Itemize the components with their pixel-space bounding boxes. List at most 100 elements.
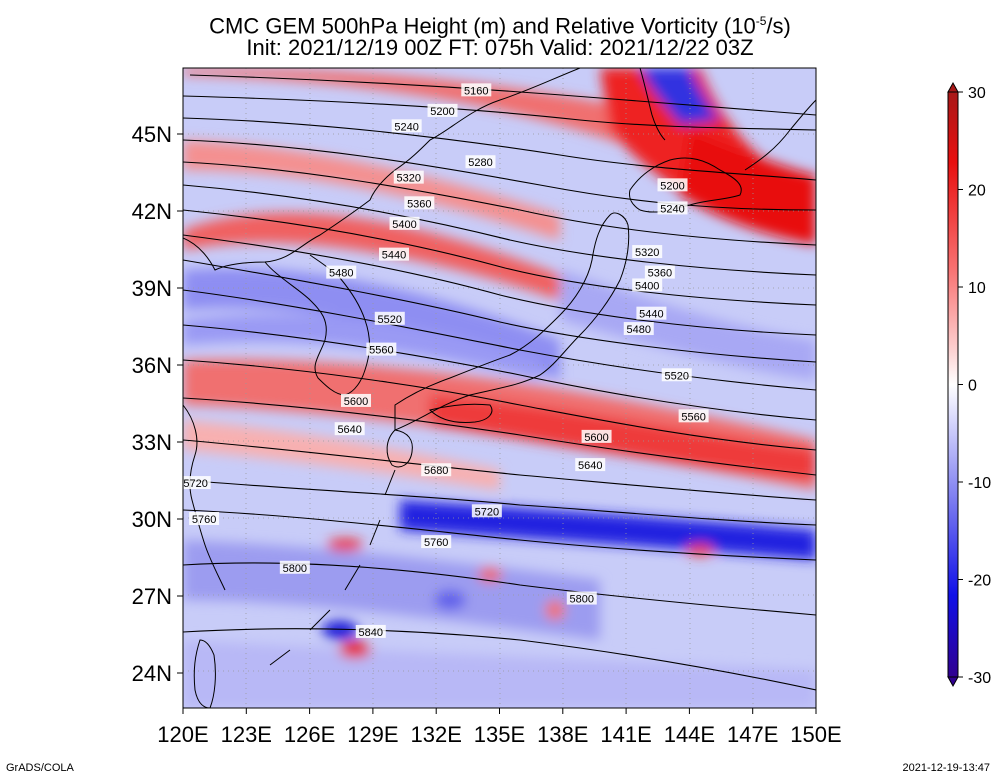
contour-label-bg <box>189 512 220 525</box>
contour-label: 5520 <box>374 311 405 326</box>
colorbar-ticks: 30 20 10 0 -10 -20 -30 <box>958 85 991 687</box>
contour-label-text: 5560 <box>681 411 705 423</box>
contour-label-bg <box>632 245 663 259</box>
contour-label-bg <box>575 458 606 472</box>
vorticity-band-positive <box>183 212 560 300</box>
contour-label-bg <box>279 560 310 574</box>
contour-label-text: 5240 <box>660 203 684 215</box>
colorbar-top-arrow <box>947 81 959 93</box>
lon-tick-label: 147E <box>727 722 778 747</box>
vorticity-band-negative <box>400 500 816 560</box>
contour-label: 5200 <box>427 103 458 118</box>
lon-tick-label: 126E <box>284 722 335 747</box>
footer-right: 2021-12-19-13:47 <box>902 762 990 774</box>
height-contour <box>189 74 816 116</box>
vorticity-band-negative <box>560 270 816 380</box>
contour-label-bg <box>427 103 458 117</box>
coastline-kurils <box>744 99 816 171</box>
footer-left: GrADS/COLA <box>6 762 74 774</box>
contour-label-bg <box>180 476 211 490</box>
contour-label-text: 5360 <box>407 198 431 210</box>
contour-label: 5440 <box>636 306 667 321</box>
colorbar-tick-label: 20 <box>968 183 986 200</box>
height-contour <box>183 117 816 181</box>
height-contour <box>183 289 816 391</box>
contour-label-text: 5840 <box>359 627 383 639</box>
colorbar-tick-label: -30 <box>968 670 991 687</box>
contour-label-bg <box>391 119 422 133</box>
contour-label-text: 5680 <box>424 465 448 477</box>
contour-label: 5240 <box>657 201 688 215</box>
contour-label: 5320 <box>393 170 424 185</box>
contour-label-text: 5400 <box>635 280 659 292</box>
vorticity-band-positive <box>680 130 816 245</box>
contour-label-text: 5720 <box>475 506 499 518</box>
contour-label-bg <box>421 463 452 477</box>
lat-tick-label: 42N <box>132 199 172 224</box>
contour-label: 5160 <box>461 83 492 97</box>
contour-label-text: 5600 <box>584 432 608 444</box>
height-contour <box>183 209 816 306</box>
contour-label: 5760 <box>189 512 220 526</box>
coastline-taiwan <box>193 639 216 708</box>
latitude-axis: 45N 42N 39N 36N 33N 30N 27N 24N <box>132 122 183 686</box>
contour-label-text: 5440 <box>382 250 406 262</box>
contour-label-text: 5520 <box>664 370 688 382</box>
lon-tick-label: 120E <box>157 722 208 747</box>
contour-label-bg <box>632 278 663 292</box>
contour-label-text: 5320 <box>397 173 421 185</box>
contour-label-text: 5480 <box>329 268 353 280</box>
contour-label-bg <box>461 83 492 97</box>
contour-label-bg <box>374 311 405 325</box>
contour-label: 5760 <box>421 535 452 549</box>
contour-label-text: 5520 <box>378 314 402 326</box>
height-contour <box>183 161 816 246</box>
coastline-hokkaido <box>629 157 742 213</box>
contour-label-bg <box>471 504 502 518</box>
contour-label-bg <box>341 393 372 407</box>
vorticity-cell-negative <box>322 620 358 640</box>
contour-label-text: 5200 <box>430 106 454 118</box>
contour-label-text: 5240 <box>394 121 418 133</box>
contour-label-text: 5200 <box>660 180 684 192</box>
contour-label-text: 5320 <box>635 247 659 259</box>
vorticity-cell-positive <box>327 539 363 551</box>
contour-label-bg <box>661 368 692 382</box>
contour-label: 5560 <box>366 342 397 357</box>
contour-label-bg <box>678 409 709 423</box>
contour-label-text: 5560 <box>369 345 393 357</box>
height-contour <box>183 509 816 561</box>
colorbar-tick-label: 10 <box>968 280 986 297</box>
vorticity-cell-positive <box>478 568 502 582</box>
longitude-axis: 120E 123E 126E 129E 132E 135E 138E 141E 144E 147E… <box>157 708 842 747</box>
vorticity-band-negative <box>640 68 720 125</box>
vorticity-band-positive <box>183 140 560 240</box>
contour-label-bg <box>404 196 435 210</box>
lon-tick-label: 138E <box>537 722 588 747</box>
contour-label: 5720 <box>471 504 502 518</box>
height-contour <box>183 479 816 526</box>
coastline-kyushu <box>386 429 413 468</box>
contour-label: 5640 <box>334 422 365 436</box>
contour-label-text: 5640 <box>578 460 602 472</box>
lat-tick-label: 24N <box>132 661 172 686</box>
map-title-line1: CMC GEM 500hPa Height (m) and Relative V… <box>209 13 791 39</box>
contour-label: 5200 <box>657 178 688 192</box>
contour-label-bg <box>566 591 597 605</box>
lat-tick-label: 33N <box>132 430 172 455</box>
contour-label-text: 5400 <box>392 219 416 231</box>
vorticity-band-negative <box>183 268 560 380</box>
contour-label: 5560 <box>678 409 709 423</box>
height-contour <box>183 324 816 421</box>
contour-label: 5280 <box>465 155 496 169</box>
vorticity-cell-positive <box>686 544 714 556</box>
contour-label: 5400 <box>389 216 420 231</box>
lon-tick-label: 129E <box>347 722 398 747</box>
lat-tick-label: 39N <box>132 276 172 301</box>
height-contour <box>183 95 816 131</box>
contour-label-bg <box>326 265 357 279</box>
height-contour <box>183 359 816 451</box>
contour-label-text: 5800 <box>283 563 307 575</box>
lat-tick-label: 30N <box>132 507 172 532</box>
height-contour <box>183 184 816 276</box>
